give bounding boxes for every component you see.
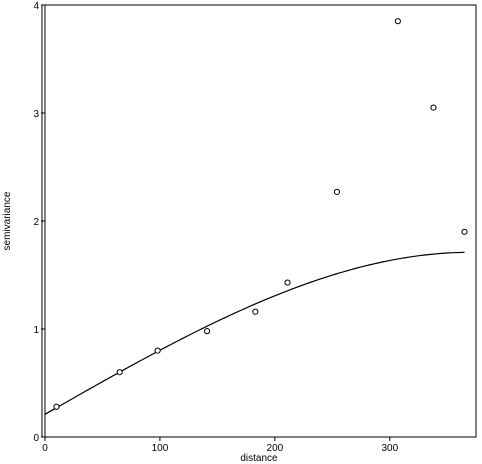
- data-point: [430, 104, 437, 111]
- y-axis-title: semivariance: [2, 191, 13, 250]
- data-point: [252, 308, 259, 315]
- data-point: [154, 347, 161, 354]
- data-point: [203, 328, 211, 335]
- data-point: [333, 188, 341, 195]
- data-point: [394, 18, 401, 25]
- data-points: [53, 18, 468, 410]
- y-tick-label: 1: [33, 325, 39, 336]
- data-point: [116, 369, 123, 376]
- y-tick-label: 0: [33, 433, 39, 444]
- x-tick-label: 300: [381, 443, 398, 454]
- data-point: [53, 403, 60, 410]
- x-axis-title: distance: [240, 453, 278, 464]
- x-axis: 0 100 200 300: [42, 436, 476, 454]
- y-tick-label: 3: [33, 109, 39, 120]
- data-point: [461, 228, 468, 235]
- x-tick-label: 100: [152, 443, 169, 454]
- fitted-model-curve: [44, 251, 465, 415]
- x-tick-label: 0: [42, 443, 48, 454]
- plot-frame: [41, 4, 477, 438]
- x-tick-label: 200: [267, 443, 284, 454]
- y-axis: 0 1 2 3 4: [33, 1, 46, 444]
- data-point: [284, 279, 291, 286]
- y-tick-label: 2: [33, 217, 39, 228]
- y-tick-label: 4: [33, 1, 39, 12]
